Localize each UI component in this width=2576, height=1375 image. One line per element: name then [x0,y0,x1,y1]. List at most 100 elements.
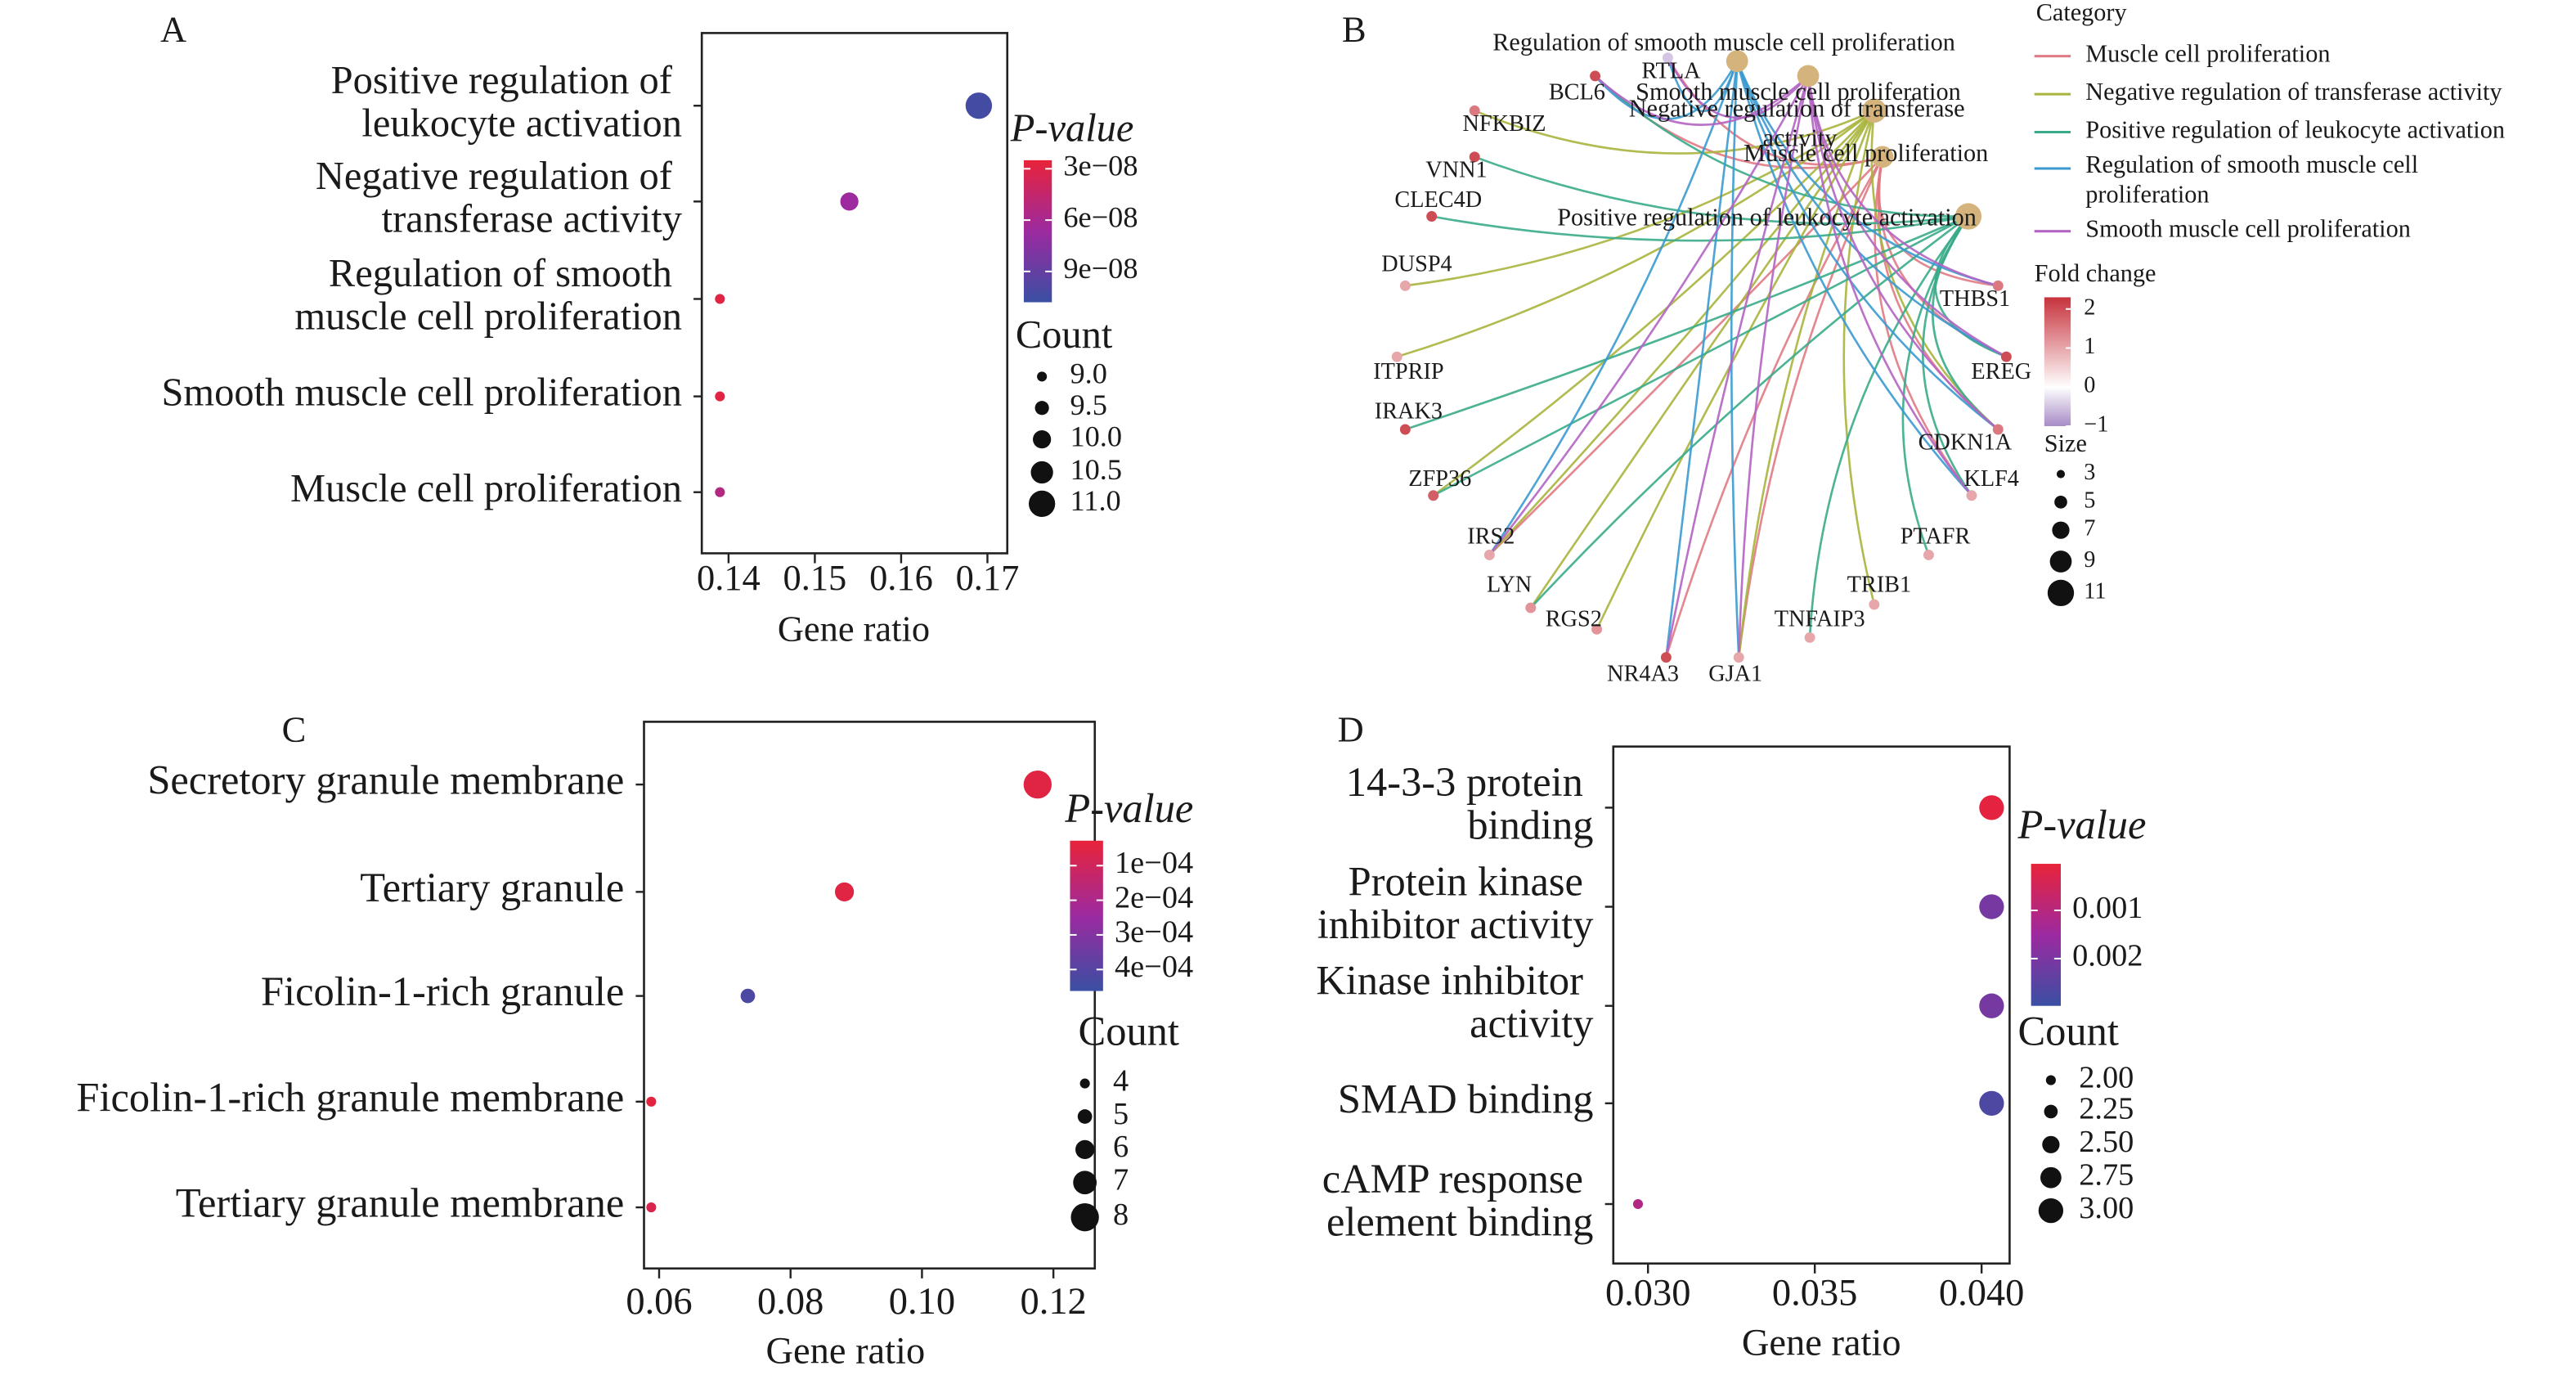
colorbar-tick-label: −1 [2084,411,2108,437]
colorbar-tick-label: 0.001 [2072,891,2143,925]
edge [1737,110,1876,658]
colorbar-tick-label: 6e−08 [1063,200,1138,233]
x-tick-label: 0.16 [869,557,933,598]
gene-label: ITPRIP [1373,359,1443,384]
plot-frame [643,721,1097,1270]
y-tick-label: Protein kinase inhibitor activity [1317,858,1595,946]
y-tick-label: Kinase inhibitor activity [1316,957,1594,1045]
gene-node [1660,652,1672,663]
colorbar [1023,160,1052,303]
gene-label: TRIB1 [1847,572,1911,597]
size-label: 7 [2084,516,2095,541]
legend-label: Smooth muscle cell proliferation [2085,215,2411,243]
plot-frame [1612,745,2011,1265]
panel-letter: B [1342,9,1367,50]
count-key [1030,461,1053,484]
count-key [1073,1171,1097,1195]
edge [1934,215,2007,358]
legend-label: Regulation of smooth muscle cell prolife… [2085,151,2424,208]
dot [715,391,725,402]
colorbar-title: P-value [1010,107,1134,151]
edge [1488,110,1875,556]
y-tick-label: SMAD binding [1338,1076,1594,1121]
y-tick-label: Secretory granule membrane [147,757,624,803]
gene-node [1426,211,1438,222]
edge [1737,75,1810,658]
gene-node [1399,280,1411,291]
colorbar [2044,297,2071,426]
edge [1806,75,2007,358]
edge [1529,215,1969,609]
dot [834,882,855,901]
gene-node [1869,599,1880,610]
edge [1806,75,1999,287]
gene-node [2000,351,2012,362]
dot [1023,770,1052,799]
gene-node [1590,70,1601,82]
size-label: 11 [2084,578,2106,604]
count-key [2044,1104,2058,1119]
size-label: 3 [2084,460,2095,485]
edge [1431,215,1969,242]
y-tick-label: Regulation of smooth muscle cell prolife… [294,252,682,338]
legend-label: Muscle cell proliferation [2085,40,2330,68]
edge [1488,75,1810,556]
category-node [1797,65,1820,88]
gene-node [1469,105,1480,116]
gene-label: BCL6 [1549,80,1605,106]
gene-label: CDKN1A [1919,430,2013,456]
count-key [1033,430,1052,449]
dot [740,988,756,1004]
gene-label: THBS1 [1940,286,2010,312]
gene-label: KLF4 [1963,466,2018,492]
count-label: 11.0 [1070,484,1120,517]
dot [715,294,725,304]
count-label: 7 [1113,1163,1129,1198]
legend-title: Category [2036,0,2128,26]
edge [1396,110,1875,358]
edge [1404,215,1969,431]
edge [1665,75,1810,658]
x-axis-title: Gene ratio [778,609,930,649]
gene-node [1469,151,1480,163]
gene-label: NR4A3 [1607,661,1679,686]
colorbar-tick-label: 9e−08 [1063,252,1138,285]
edge [1735,61,1972,497]
dot [1979,993,2004,1018]
panel-letter: D [1338,709,1364,750]
colorbar-tick-label: 2 [2084,294,2095,320]
edge [1667,57,1810,119]
dot [715,487,725,497]
gene-label: DUSP4 [1381,252,1452,277]
dot [1979,894,2004,919]
category-label: Regulation of smooth muscle cell prolife… [1492,28,1955,56]
edge [1594,61,1739,120]
y-tick-label: Tertiary granule membrane [176,1180,625,1226]
count-key [2045,1075,2056,1085]
edge [1874,156,1972,497]
x-tick-label: 0.030 [1605,1273,1690,1314]
gene-node [1428,490,1439,501]
colorbar-tick-label: 4e−04 [1115,950,1193,984]
x-tick-label: 0.06 [626,1281,692,1323]
gene-node [1391,351,1402,362]
x-tick-label: 0.040 [1939,1273,2024,1314]
count-label: 9.5 [1070,389,1106,421]
count-label: 2.25 [2079,1092,2134,1126]
gene-node [1525,602,1537,613]
x-tick-label: 0.12 [1020,1281,1086,1323]
gene-node [1923,549,1934,560]
count-key [2042,1135,2060,1153]
gene-node [1804,631,1815,643]
edge [1842,110,1876,605]
gene-node [1733,652,1744,663]
count-title: Count [1079,1009,1179,1054]
dot [646,1096,657,1107]
x-axis-title: Gene ratio [1742,1322,1901,1364]
edge [1901,215,1970,555]
x-tick-label: 0.15 [783,557,847,598]
size-key [2054,496,2067,509]
count-label: 2.00 [2079,1060,2134,1094]
